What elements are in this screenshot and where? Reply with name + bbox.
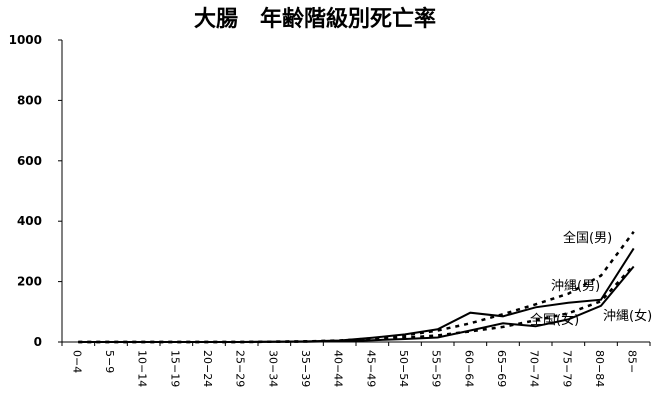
x-tick-label: 45−49 bbox=[364, 350, 377, 387]
x-tick-label: 10−14 bbox=[136, 350, 149, 387]
x-tick-label: 40−44 bbox=[332, 350, 345, 387]
y-tick-label: 600 bbox=[17, 154, 42, 168]
x-tick-label: 60−64 bbox=[462, 350, 475, 387]
series-line-3 bbox=[78, 265, 635, 343]
x-tick-label: 65−69 bbox=[495, 350, 508, 387]
x-tick-label: 50−54 bbox=[397, 350, 410, 387]
chart-title: 大腸 年齢階級別死亡率 bbox=[194, 6, 436, 32]
x-tick-label: 75−79 bbox=[560, 350, 573, 387]
series-label: 沖縄(女) bbox=[603, 308, 652, 324]
series-line-2 bbox=[78, 264, 635, 344]
x-tick-label: 25−29 bbox=[234, 350, 247, 387]
series-label: 全国(女) bbox=[530, 312, 579, 328]
y-tick-label: 800 bbox=[17, 93, 42, 107]
x-tick-label: 5−9 bbox=[103, 350, 116, 373]
x-tick-label: 0−4 bbox=[70, 350, 83, 373]
x-tick-label: 85− bbox=[626, 350, 639, 373]
series-labels: 全国(男) 沖縄(男) 全国(女) 沖縄(女) bbox=[530, 230, 652, 328]
x-tick-label: 15−19 bbox=[168, 350, 181, 387]
x-tick-label: 35−39 bbox=[299, 350, 312, 387]
series-label: 全国(男) bbox=[563, 230, 612, 246]
y-tick-label: 1000 bbox=[9, 33, 42, 47]
y-tick-label: 200 bbox=[17, 275, 42, 289]
series-label: 沖縄(男) bbox=[551, 279, 600, 294]
x-tick-label: 30−34 bbox=[266, 350, 279, 387]
x-tick-label: 20−24 bbox=[201, 350, 214, 387]
series-group bbox=[78, 231, 635, 344]
x-tick-label: 55−59 bbox=[430, 350, 443, 387]
y-tick-label: 0 bbox=[34, 335, 42, 349]
y-tick-label: 400 bbox=[17, 214, 42, 228]
x-tick-label: 80−84 bbox=[593, 350, 606, 387]
axes: 0 200 400 600 800 1000 0−4 5−9 10−14 15−19 20−24 25… bbox=[9, 33, 651, 387]
x-tick-label: 70−74 bbox=[528, 350, 541, 387]
